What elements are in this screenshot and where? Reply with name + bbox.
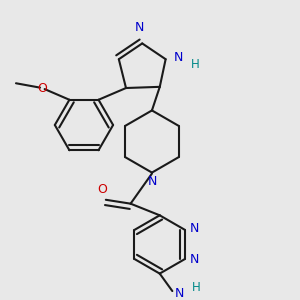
Text: O: O bbox=[98, 183, 107, 196]
Text: N: N bbox=[147, 175, 157, 188]
Text: H: H bbox=[191, 58, 200, 70]
Text: O: O bbox=[37, 82, 47, 94]
Text: N: N bbox=[173, 51, 183, 64]
Text: H: H bbox=[192, 281, 200, 294]
Text: N: N bbox=[190, 222, 199, 236]
Text: N: N bbox=[175, 286, 184, 299]
Text: N: N bbox=[135, 21, 144, 34]
Text: N: N bbox=[190, 254, 199, 266]
